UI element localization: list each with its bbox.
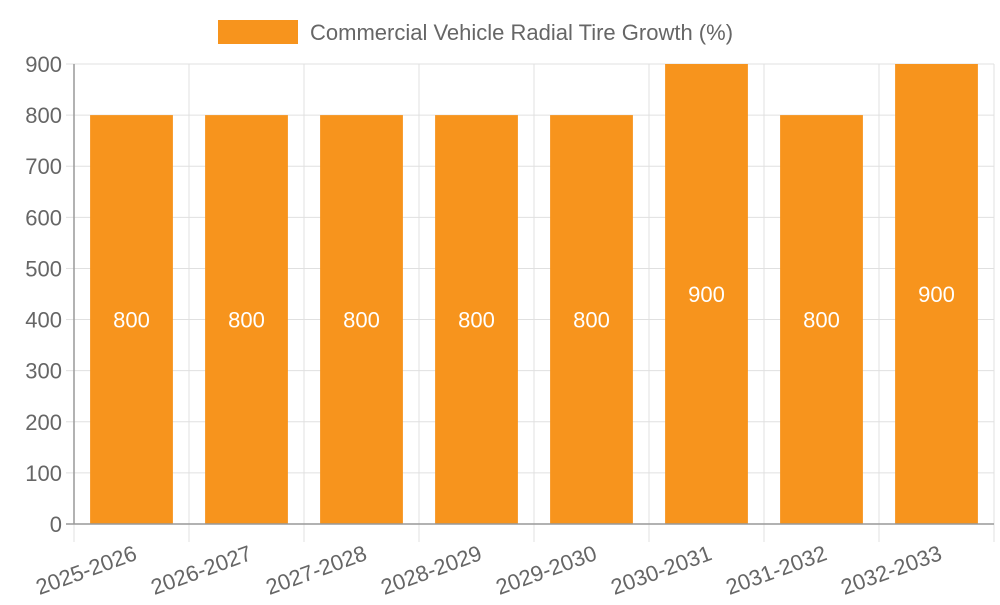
- data-label: 800: [458, 308, 495, 333]
- data-label: 800: [573, 308, 610, 333]
- legend-swatch[interactable]: [218, 20, 298, 44]
- bars: [90, 64, 978, 524]
- data-label: 800: [113, 308, 150, 333]
- legend-label[interactable]: Commercial Vehicle Radial Tire Growth (%…: [310, 20, 733, 45]
- y-tick-label: 300: [25, 359, 62, 384]
- data-label: 800: [228, 308, 265, 333]
- bar-2030-2031[interactable]: [665, 64, 748, 524]
- y-tick-label: 0: [50, 512, 62, 537]
- x-tick-label: 2029-2030: [493, 540, 600, 599]
- bar-2031-2032[interactable]: [780, 115, 863, 524]
- bar-2028-2029[interactable]: [435, 115, 518, 524]
- y-tick-label: 900: [25, 52, 62, 77]
- x-tick-label: 2026-2027: [148, 540, 255, 599]
- data-labels: 800 800 800 800 800 900 800 900: [113, 282, 955, 333]
- x-tick-label: 2032-2033: [838, 540, 945, 599]
- y-tick-label: 100: [25, 461, 62, 486]
- bar-2027-2028[interactable]: [320, 115, 403, 524]
- y-tick-label: 200: [25, 410, 62, 435]
- data-label: 900: [688, 282, 725, 307]
- bar-2032-2033[interactable]: [895, 64, 978, 524]
- y-tick-label: 500: [25, 256, 62, 281]
- x-tick-label: 2030-2031: [608, 540, 715, 599]
- y-tick-label: 700: [25, 154, 62, 179]
- bar-2029-2030[interactable]: [550, 115, 633, 524]
- legend[interactable]: Commercial Vehicle Radial Tire Growth (%…: [218, 20, 733, 45]
- bar-2025-2026[interactable]: [90, 115, 173, 524]
- y-tick-label: 800: [25, 103, 62, 128]
- x-tick-label: 2028-2029: [378, 540, 485, 599]
- x-tick-label: 2027-2028: [263, 540, 370, 599]
- data-label: 800: [343, 308, 380, 333]
- x-tick-label: 2031-2032: [723, 540, 830, 599]
- bar-2026-2027[interactable]: [205, 115, 288, 524]
- data-label: 800: [803, 308, 840, 333]
- y-tick-label: 600: [25, 205, 62, 230]
- data-label: 900: [918, 282, 955, 307]
- y-tick-label: 400: [25, 308, 62, 333]
- x-tick-label: 2025-2026: [33, 540, 140, 599]
